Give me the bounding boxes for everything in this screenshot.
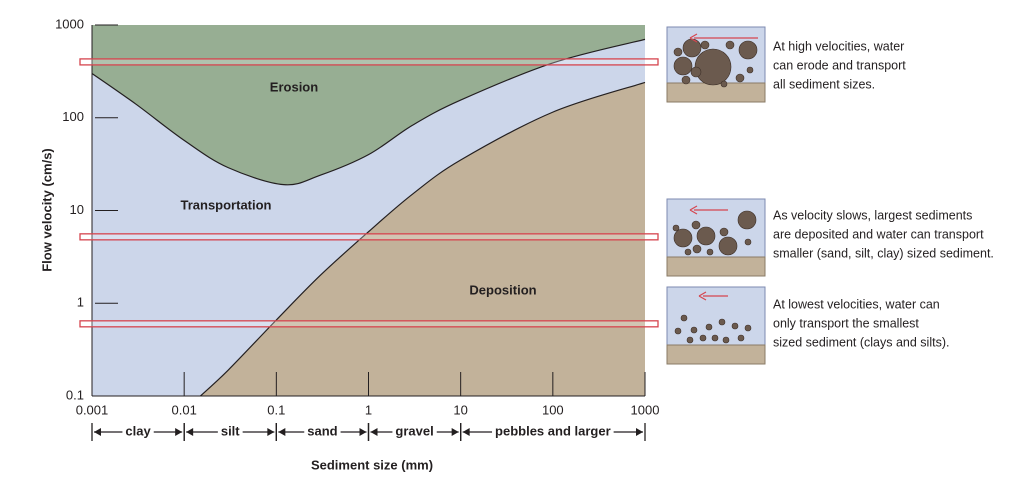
plot: [91, 25, 646, 397]
arrow-head: [370, 428, 378, 436]
y-tick-label: 0.1: [66, 387, 84, 402]
arrow-head: [462, 428, 470, 436]
region-label: Transportation: [180, 197, 271, 212]
label-background: [122, 426, 154, 438]
sediment-grain: [674, 327, 682, 335]
sediment-grain: [686, 336, 694, 344]
panel-caption: As velocity slows, largest sediments: [773, 208, 972, 222]
panel-caption: At lowest velocities, water can: [773, 297, 940, 311]
arrow-head: [186, 428, 194, 436]
sediment-grain: [694, 48, 732, 86]
y-tick-label: 100: [62, 109, 84, 124]
panel-caption: sized sediment (clays and silts).: [773, 335, 949, 349]
sediment-grain: [684, 248, 692, 256]
sediment-grain: [690, 66, 702, 78]
y-tick-label: 10: [70, 202, 84, 217]
sediment-grain: [680, 314, 688, 322]
panel-caption: At high velocities, water: [773, 39, 904, 53]
y-axis-label: Flow velocity (cm/s): [39, 148, 54, 272]
panel-caption: are deposited and water can transport: [773, 227, 984, 241]
size-class-label: pebbles and larger: [495, 423, 611, 438]
arrow-head: [267, 428, 275, 436]
x-axis-label: Sediment size (mm): [311, 457, 433, 472]
panel-ground: [666, 82, 766, 103]
sediment-grain: [737, 210, 757, 230]
highlight-band: [79, 58, 659, 66]
x-tick-label: 0.01: [172, 402, 197, 417]
sediment-grain: [690, 326, 698, 334]
sediment-grain: [673, 47, 683, 57]
x-tick-label: 100: [542, 402, 564, 417]
sediment-grain: [705, 323, 713, 331]
x-tick-label: 0.001: [76, 402, 109, 417]
panel-caption: only transport the smallest: [773, 316, 919, 330]
label-background: [217, 426, 243, 438]
y-tick-label: 1: [77, 295, 84, 310]
sediment-grain: [699, 334, 707, 342]
sediment-grain: [731, 322, 739, 330]
sediment-grain: [738, 40, 758, 60]
boundary-curve: [199, 81, 646, 397]
sediment-grain: [673, 228, 693, 248]
sediment-grain: [718, 236, 738, 256]
sediment-grain: [737, 334, 745, 342]
sediment-grain: [722, 336, 730, 344]
label-background: [492, 426, 614, 438]
sediment-grain: [681, 75, 691, 85]
sediment-grain: [692, 244, 702, 254]
sediment-grain: [706, 248, 714, 256]
size-class-label: silt: [221, 423, 240, 438]
sediment-grain: [720, 80, 728, 88]
panel-ground: [666, 344, 766, 365]
arrow-head: [175, 428, 183, 436]
highlight-band: [79, 233, 659, 241]
sediment-grain: [672, 224, 680, 232]
sediment-grain: [711, 334, 719, 342]
sediment-grain: [735, 73, 745, 83]
panel-caption: smaller (sand, silt, clay) sized sedimen…: [773, 246, 994, 260]
sediment-grain: [673, 56, 693, 76]
x-tick-label: 10: [453, 402, 467, 417]
flow-arrow-head: [689, 33, 698, 43]
region-label: Erosion: [270, 79, 318, 94]
sediment-grain: [725, 40, 735, 50]
y-tick-label: 1000: [55, 16, 84, 31]
flow-arrow-head: [698, 291, 707, 301]
label-background: [304, 426, 341, 438]
sediment-grain: [696, 226, 716, 246]
arrow-head: [359, 428, 367, 436]
panel-caption: can erode and transport: [773, 58, 906, 72]
boundary-curve: [91, 38, 646, 186]
sediment-grain: [718, 318, 726, 326]
sediment-grain: [719, 227, 729, 237]
sediment-grain: [691, 220, 701, 230]
x-tick-label: 1: [365, 402, 372, 417]
size-class-label: gravel: [395, 423, 433, 438]
arrow-head: [278, 428, 286, 436]
x-tick-label: 1000: [631, 402, 660, 417]
arrow-head: [636, 428, 643, 436]
size-class-label: clay: [125, 423, 151, 438]
highlight-band: [79, 320, 659, 328]
panel-ground: [666, 256, 766, 277]
sediment-grain: [744, 324, 752, 332]
flow-arrow-head: [689, 205, 698, 215]
region-label: Deposition: [469, 282, 536, 297]
sediment-grain: [746, 66, 754, 74]
label-background: [392, 426, 437, 438]
arrow-head: [94, 428, 101, 436]
sediment-grain: [700, 40, 710, 50]
arrow-head: [451, 428, 459, 436]
sediment-grain: [744, 238, 752, 246]
sediment-grain: [682, 38, 702, 58]
x-tick-label: 0.1: [267, 402, 285, 417]
size-class-label: sand: [307, 423, 337, 438]
panel-caption: all sediment sizes.: [773, 77, 875, 91]
